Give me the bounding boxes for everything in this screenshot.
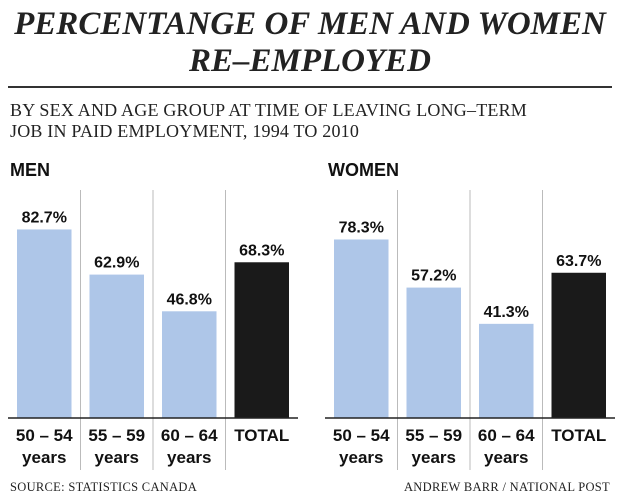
- women-value-label-1: 57.2%: [411, 268, 456, 285]
- men-value-label-3: 68.3%: [239, 242, 284, 259]
- women-value-label-0: 78.3%: [339, 219, 384, 236]
- men-category-label-1-line2: years: [95, 448, 139, 467]
- men-category-label-1: 55 – 59: [88, 426, 145, 445]
- chart-title-line-2: RE–EMPLOYED: [188, 43, 432, 79]
- title-divider: [8, 86, 612, 88]
- men-category-label-0: 50 – 54: [16, 426, 73, 445]
- women-category-label-0-line2: years: [339, 448, 383, 467]
- women-category-label-2: 60 – 64: [478, 426, 535, 445]
- men-bar-2: [162, 311, 217, 418]
- women-value-label-2: 41.3%: [484, 304, 529, 321]
- men-bar-0: [17, 229, 72, 418]
- men-value-label-2: 46.8%: [167, 291, 212, 308]
- women-category-label-2-line2: years: [484, 448, 528, 467]
- men-bar-1: [89, 274, 144, 418]
- men-category-label-2: 60 – 64: [161, 426, 218, 445]
- men-category-label-0-line2: years: [22, 448, 66, 467]
- women-category-label-0: 50 – 54: [333, 426, 390, 445]
- credit-note: ANDREW BARR / NATIONAL POST: [403, 480, 610, 494]
- men-value-label-0: 82.7%: [22, 209, 67, 226]
- men-category-label-3: TOTAL: [234, 426, 289, 445]
- source-note: SOURCE: STATISTICS CANADA: [10, 480, 198, 494]
- women-category-label-1-line2: years: [412, 448, 456, 467]
- chart-title: PERCENTANGE OF MEN AND WOMEN RE–EMPLOYED: [0, 6, 620, 80]
- women-bar-3: [551, 272, 606, 418]
- chart-subtitle: BY SEX AND AGE GROUP AT TIME OF LEAVING …: [10, 100, 610, 142]
- chart-subtitle-line-1: BY SEX AND AGE GROUP AT TIME OF LEAVING …: [10, 100, 527, 120]
- men-value-label-1: 62.9%: [94, 255, 139, 272]
- women-category-label-1: 55 – 59: [405, 426, 462, 445]
- chart-title-line-1: PERCENTANGE OF MEN AND WOMEN: [14, 6, 606, 42]
- chart-subtitle-line-2: JOB IN PAID EMPLOYMENT, 1994 TO 2010: [10, 121, 360, 141]
- men-category-label-2-line2: years: [167, 448, 211, 467]
- women-bar-0: [334, 239, 389, 418]
- men-bar-3: [234, 262, 289, 418]
- women-category-label-3: TOTAL: [551, 426, 606, 445]
- men-panel-title: MEN: [10, 160, 50, 180]
- women-bar-2: [479, 323, 534, 418]
- women-bar-1: [406, 287, 461, 418]
- women-panel-title: WOMEN: [328, 160, 399, 180]
- women-value-label-3: 63.7%: [556, 253, 601, 270]
